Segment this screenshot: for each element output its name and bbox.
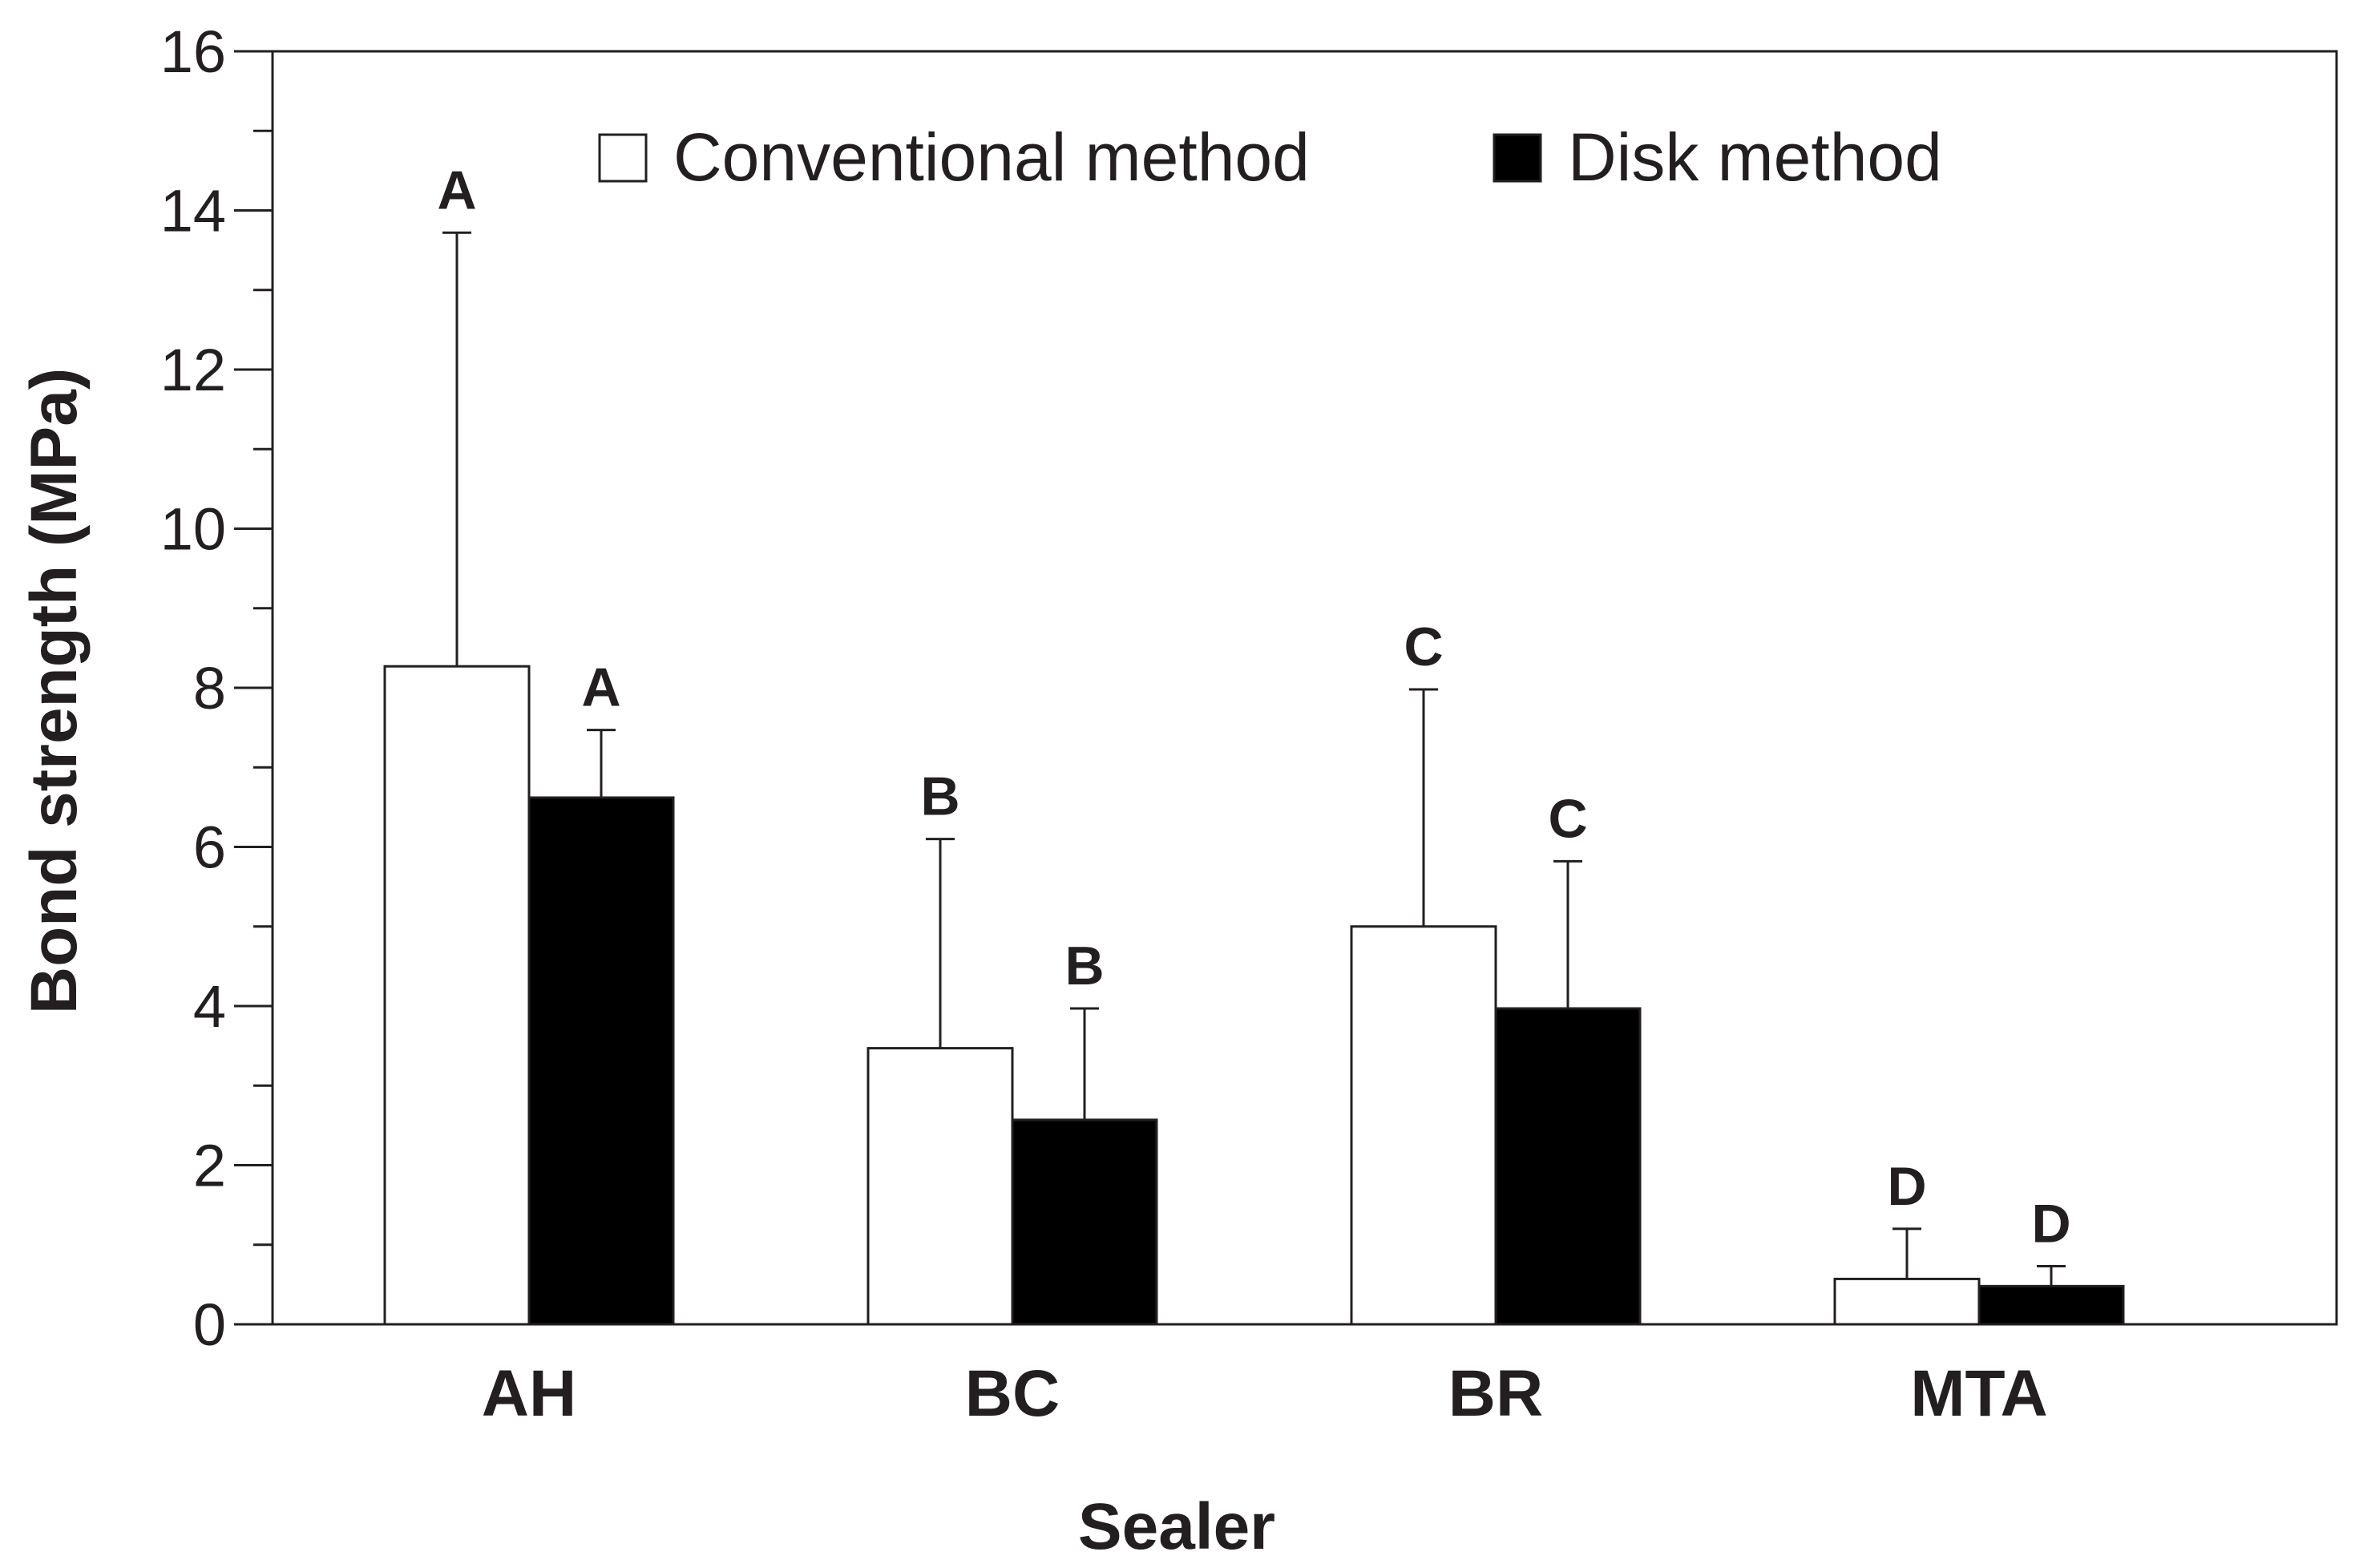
x-axis-categories: AH BC BR MTA — [482, 1357, 2048, 1430]
x-category-label: BC — [965, 1357, 1060, 1430]
bar-br-disk — [1494, 1007, 1642, 1326]
significance-letter: C — [1404, 616, 1443, 677]
y-axis: 0 2 4 6 8 10 12 14 16 — [160, 18, 273, 1358]
y-tick-label: 10 — [160, 496, 226, 563]
y-tick-label: 12 — [160, 337, 226, 403]
significance-letter: C — [1548, 788, 1587, 849]
y-tick-label: 16 — [160, 18, 226, 85]
bar-bc-disk — [1011, 1118, 1158, 1326]
y-tick-label: 6 — [193, 814, 226, 881]
bar-br-conventional — [1350, 925, 1497, 1326]
significance-letter: B — [1064, 936, 1104, 996]
bar-mta-conventional — [1833, 1277, 1981, 1326]
legend: Conventional method Disk method — [598, 119, 1942, 195]
significance-letter: A — [581, 657, 620, 718]
bar-ah-disk — [527, 796, 675, 1326]
y-tick-label: 2 — [193, 1133, 226, 1199]
y-tick-label: 4 — [193, 973, 226, 1040]
x-category-label: AH — [482, 1357, 576, 1430]
x-category-label: MTA — [1910, 1357, 2048, 1430]
bar-ah-conventional — [383, 665, 531, 1326]
x-axis-title: Sealer — [1078, 1490, 1275, 1563]
y-tick-label: 14 — [160, 178, 226, 244]
significance-letter: D — [2031, 1194, 2070, 1255]
x-category-label: BR — [1448, 1357, 1543, 1430]
legend-label: Disk method — [1568, 119, 1942, 195]
bar-bc-conventional — [866, 1047, 1014, 1326]
y-axis-title: Bond strength (MPa) — [18, 368, 91, 1014]
legend-swatch — [1493, 133, 1542, 183]
bars-layer: A A B B C C D D — [383, 160, 2125, 1326]
significance-letter: D — [1887, 1156, 1926, 1217]
y-tick-label: 0 — [193, 1291, 226, 1358]
significance-letter: A — [437, 160, 476, 220]
legend-label: Conventional method — [673, 119, 1310, 195]
bar-mta-disk — [1977, 1284, 2125, 1326]
legend-swatch — [598, 133, 648, 183]
significance-letter: B — [920, 766, 959, 827]
y-tick-label: 8 — [193, 655, 226, 721]
